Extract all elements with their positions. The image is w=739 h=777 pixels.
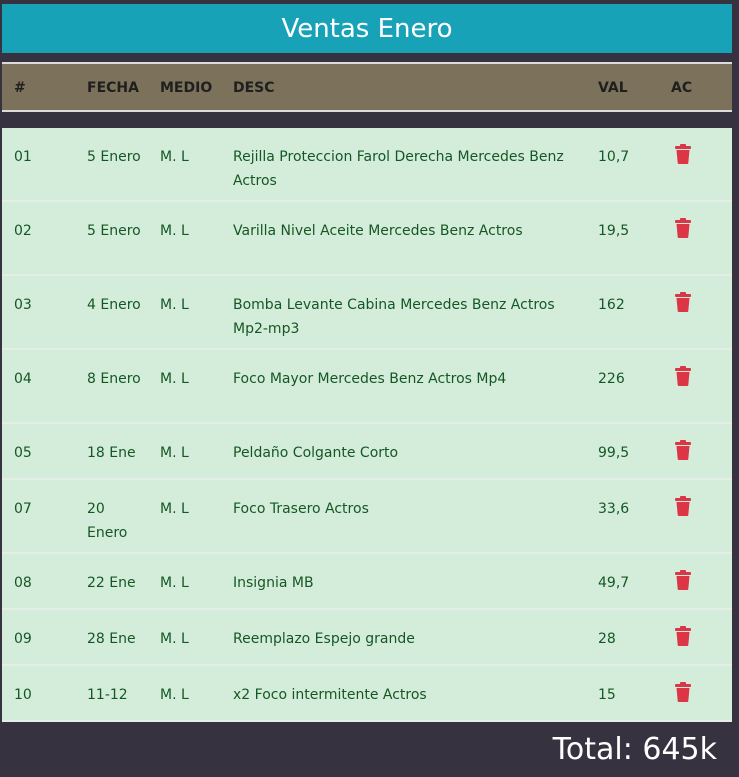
delete-button[interactable] <box>674 682 694 702</box>
total-amount: Total: 645k <box>552 732 717 767</box>
table-row: 05 18 Ene M. L Peldaño Colgante Corto 99,5 <box>2 424 732 480</box>
row-description: Bomba Levante Cabina Mercedes Benz Actro… <box>233 297 555 337</box>
row-number: 08 <box>14 575 32 591</box>
column-header-actions: AC <box>671 80 693 96</box>
row-number: 10 <box>14 687 32 703</box>
row-date: 8 Enero <box>87 371 141 387</box>
row-medio: M. L <box>160 445 189 461</box>
row-number: 02 <box>14 223 32 239</box>
trash-icon[interactable] <box>674 218 692 238</box>
row-description: Reemplazo Espejo grande <box>233 631 415 647</box>
column-header-desc: DESC <box>233 80 275 96</box>
page-title-text: Ventas Enero <box>281 13 453 44</box>
column-header-number: # <box>14 80 26 96</box>
table-row: 03 4 Enero M. L Bomba Levante Cabina Merced… <box>2 276 732 350</box>
delete-button[interactable] <box>674 496 694 516</box>
row-value: 28 <box>598 631 616 647</box>
row-value: 162 <box>598 297 625 313</box>
delete-button[interactable] <box>674 366 694 386</box>
table-row: 09 28 Ene M. L Reemplazo Espejo grande 28 <box>2 610 732 666</box>
table-row: 08 22 Ene M. L Insignia MB 49,7 <box>2 554 732 610</box>
row-value: 99,5 <box>598 445 630 461</box>
delete-button[interactable] <box>674 570 694 590</box>
row-medio: M. L <box>160 501 189 517</box>
row-date: 20 Enero <box>87 501 128 541</box>
row-description: Rejilla Proteccion Farol Derecha Mercede… <box>233 149 564 189</box>
row-value: 15 <box>598 687 616 703</box>
row-value: 226 <box>598 371 625 387</box>
row-value: 19,5 <box>598 223 630 239</box>
table-row: 07 20 Enero M. L Foco Trasero Actros 33,6 <box>2 480 732 554</box>
delete-button[interactable] <box>674 626 694 646</box>
row-description: Insignia MB <box>233 575 314 591</box>
delete-button[interactable] <box>674 218 694 238</box>
row-number: 04 <box>14 371 32 387</box>
table-row: 10 11-12 M. L x2 Foco intermitente Actros 15 <box>2 666 732 722</box>
row-date: 5 Enero <box>87 149 141 165</box>
column-header-date: FECHA <box>87 80 139 96</box>
trash-icon[interactable] <box>674 440 692 460</box>
trash-icon[interactable] <box>674 570 692 590</box>
row-number: 09 <box>14 631 32 647</box>
row-number: 03 <box>14 297 32 313</box>
row-date: 4 Enero <box>87 297 141 313</box>
row-date: 22 Ene <box>87 575 136 591</box>
page-title: Ventas Enero <box>2 4 732 53</box>
trash-icon[interactable] <box>674 496 692 516</box>
row-date: 28 Ene <box>87 631 136 647</box>
trash-icon[interactable] <box>674 292 692 312</box>
trash-icon[interactable] <box>674 366 692 386</box>
trash-icon[interactable] <box>674 144 692 164</box>
row-medio: M. L <box>160 575 189 591</box>
row-value: 49,7 <box>598 575 630 591</box>
row-date: 11-12 <box>87 687 128 703</box>
column-header-val: VAL <box>598 80 628 96</box>
trash-icon[interactable] <box>674 626 692 646</box>
row-medio: M. L <box>160 149 189 165</box>
row-description: Varilla Nivel Aceite Mercedes Benz Actro… <box>233 223 523 239</box>
delete-button[interactable] <box>674 440 694 460</box>
row-number: 05 <box>14 445 32 461</box>
row-medio: M. L <box>160 371 189 387</box>
delete-button[interactable] <box>674 292 694 312</box>
row-date: 5 Enero <box>87 223 141 239</box>
table-row: 01 5 Enero M. L Rejilla Proteccion Farol De… <box>2 128 732 202</box>
table-row: 04 8 Enero M. L Foco Mayor Mercedes Benz Ac… <box>2 350 732 424</box>
table-row: 02 5 Enero M. L Varilla Nivel Aceite Merced… <box>2 202 732 276</box>
row-description: x2 Foco intermitente Actros <box>233 687 427 703</box>
row-value: 33,6 <box>598 501 630 517</box>
row-medio: M. L <box>160 631 189 647</box>
trash-icon[interactable] <box>674 682 692 702</box>
row-date: 18 Ene <box>87 445 136 461</box>
row-description: Foco Mayor Mercedes Benz Actros Mp4 <box>233 371 507 387</box>
row-description: Peldaño Colgante Corto <box>233 445 399 461</box>
row-value: 10,7 <box>598 149 630 165</box>
column-header-medio: MEDIO <box>160 80 213 96</box>
row-number: 01 <box>14 149 32 165</box>
row-medio: M. L <box>160 223 189 239</box>
delete-button[interactable] <box>674 144 694 164</box>
row-description: Foco Trasero Actros <box>233 501 369 517</box>
table-header: # FECHA MEDIO DESC VAL AC <box>2 62 732 112</box>
sales-table: 01 5 Enero M. L Rejilla Proteccion Farol De… <box>2 128 732 722</box>
row-number: 07 <box>14 501 32 517</box>
row-medio: M. L <box>160 297 189 313</box>
row-medio: M. L <box>160 687 189 703</box>
